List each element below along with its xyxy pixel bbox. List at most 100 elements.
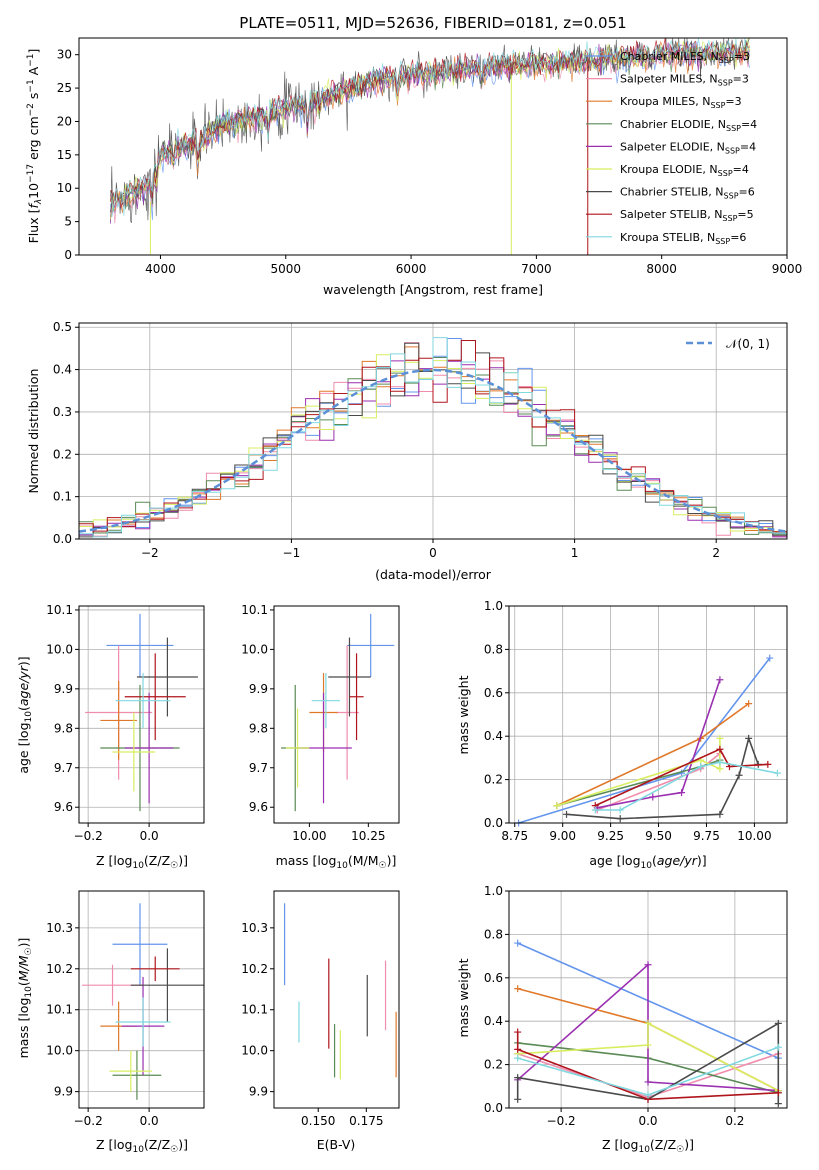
age-mass-x-label: mass [log10(M/M☉)] [276,853,397,871]
x-tick-label: 9.50 [645,829,672,843]
y-tick-label: 30 [57,48,72,62]
x-tick-label: 0 [429,546,437,560]
y-tick-label: 9.6 [54,800,73,814]
y-tick-label: 9.9 [54,1085,73,1099]
grid [79,891,204,1108]
y-tick-label: 10.3 [241,921,268,935]
model-spectrum-kroupa_stelib [109,37,750,216]
x-tick-label: 10.00 [737,829,771,843]
spectrum-legend: Chabrier MILES, NSSP=3 Salpeter MILES, NS… [586,50,757,246]
y-tick-label: 10.2 [46,962,73,976]
x-tick-label: 8000 [646,262,677,276]
y-tick-label: 0.8 [484,927,503,941]
marker-salpeter_stelib [716,745,724,753]
series-kroupa_elodie [517,1022,779,1092]
ticks: −0.2 0.0 9.9 10.0 10.1 10.2 10.3 [46,921,158,1128]
y-tick-label: 0 [64,248,72,262]
marker-salpeter_elodie [644,961,652,969]
spectrum-y-ticks: 0 5 10 15 20 25 30 [57,48,79,262]
y-tick-label: 0.4 [53,363,72,377]
y-tick-label: 10.0 [241,642,268,656]
plot-area [85,613,198,812]
marker-kroupa_elodie [644,1019,652,1027]
y-tick-label: 10 [57,181,72,195]
mass-vs-ebv-panel: E(B-V) 0.150 0.175 9.9 10.0 10.1 10.2 10.3 [241,890,400,1152]
legend-label-chabrier_stelib: Chabrier STELIB, NSSP=6 [620,186,755,201]
x-tick-label: 1 [571,546,579,560]
age-y-label: age [log10(age/yr)] [16,656,34,773]
marker-kroupa_elodie [716,734,724,742]
spectrum-title: PLATE=0511, MJD=52636, FIBERID=0181, z=0… [239,14,626,32]
age-z-x-label: Z [log10(Z/Z☉)] [96,853,188,871]
marker-chabrier_miles [766,654,774,662]
y-tick-label: 5 [64,215,72,229]
y-tick-label: 0.4 [484,729,503,743]
frame [273,890,400,1109]
plot-area [82,903,204,1100]
ticks: 10.00 10.25 9.6 9.7 9.8 9.9 10.0 10.1 [241,603,385,843]
y-tick-label: 9.6 [249,800,268,814]
y-tick-label: 10.0 [46,642,73,656]
y-tick-label: 0.0 [53,532,72,546]
residual-y-label: Normed distribution [26,369,41,494]
series-salpeter_stelib [594,748,768,807]
y-tick-label: 0.0 [484,1101,503,1115]
y-tick-label: 10.1 [241,1003,268,1017]
marker-salpeter_elodie [716,676,724,684]
y-tick-label: 0.0 [484,816,503,830]
weight-age-x-label: age [log10(age/yr)] [589,853,706,871]
x-tick-label: 5000 [270,262,301,276]
x-tick-label: −0.2 [74,829,103,843]
histogram-salpeter_stelib [79,340,787,533]
y-tick-label: 1.0 [484,599,503,613]
marker-kroupa_stelib [644,1091,652,1099]
x-tick-label: −2 [141,546,159,560]
residual-legend: 𝒩(0, 1) [686,337,770,351]
x-tick-label: 9.00 [549,829,576,843]
marker-kroupa_elodie [553,802,561,810]
age-vs-mass-panel: mass [log10(M/M☉)] 10.00 10.25 9.6 9.7 9.8 9.… [241,603,400,871]
x-tick-label: 0.0 [638,1114,657,1128]
plot-area [514,939,782,1108]
marker-salpeter_stelib [514,1045,522,1053]
marker-chabrier_stelib [774,1019,782,1027]
x-tick-label: 8.75 [501,829,528,843]
y-tick-label: 9.8 [249,721,268,735]
frame [273,605,400,824]
marker-kroupa_elodie [644,1041,652,1049]
marker-chabrier_stelib [716,810,724,818]
normal-legend-label: 𝒩(0, 1) [726,337,770,351]
marker-chabrier_stelib [745,734,753,742]
y-tick-label: 1.0 [484,884,503,898]
residual-x-ticks: −2 −1 0 1 2 [141,539,720,560]
x-tick-label: 10.25 [351,829,385,843]
y-tick-label: 10.3 [46,921,73,935]
marker-salpeter_elodie [678,789,686,797]
marker-salpeter_stelib [514,1028,522,1036]
marker-kroupa_miles [745,700,753,708]
y-tick-label: 10.1 [46,1003,73,1017]
y-tick-label: 0.2 [53,447,72,461]
weight-z-y-label: mass weight [456,958,471,1037]
x-tick-label: −0.2 [74,1114,103,1128]
marker-kroupa_stelib [716,758,724,766]
legend-label-kroupa_stelib: Kroupa STELIB, NSSP=6 [620,231,746,246]
y-tick-label: 9.9 [249,1085,268,1099]
x-tick-label: 2 [712,546,720,560]
y-tick-label: 9.9 [249,682,268,696]
spectrum-panel: PLATE=0511, MJD=52636, FIBERID=0181, z=0… [26,14,802,297]
y-tick-label: 15 [57,148,72,162]
x-tick-label: −1 [283,546,301,560]
ticks: −0.2 0.0 0.2 0.0 0.2 0.4 0.6 0.8 1.0 [484,884,745,1128]
series-chabrier_stelib [566,735,759,820]
x-tick-label: −0.2 [547,1114,576,1128]
residual-y-ticks: 0.0 0.1 0.2 0.3 0.4 0.5 [53,320,79,546]
spectrum-x-ticks: 4000 5000 6000 7000 8000 9000 [145,255,802,276]
weight-age-y-label: mass weight [456,675,471,754]
x-tick-label: 9.25 [597,829,624,843]
y-tick-label: 10.1 [46,603,73,617]
y-tick-label: 0.2 [484,773,503,787]
marker-salpeter_stelib [774,1089,782,1097]
normal-curve [78,368,788,533]
